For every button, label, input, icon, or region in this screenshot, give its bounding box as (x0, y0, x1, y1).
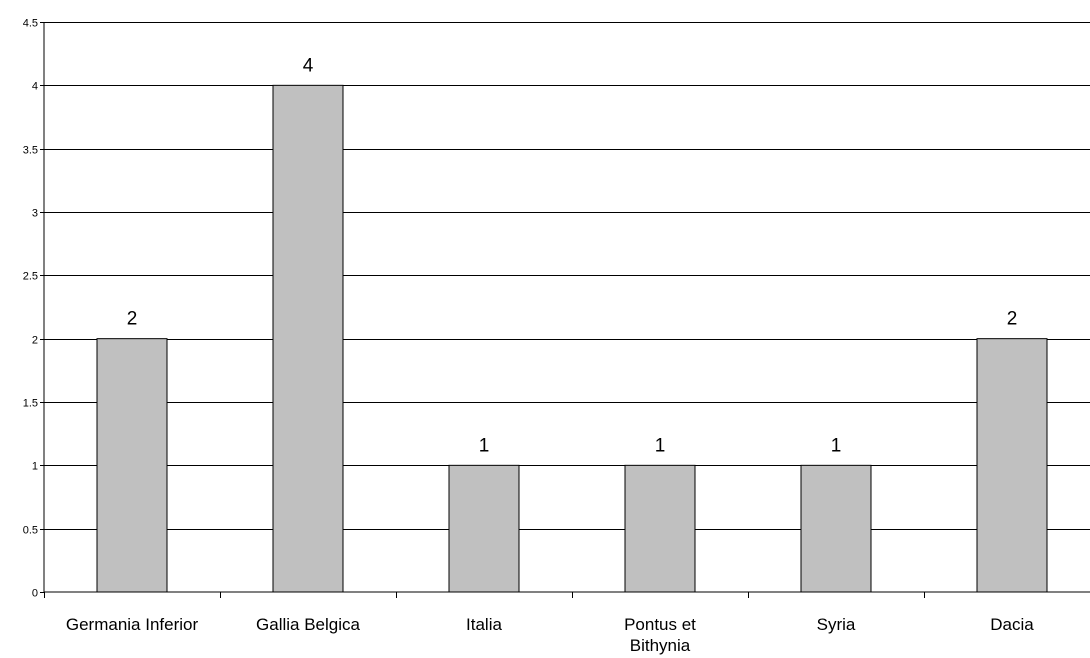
data-label: 1 (655, 435, 666, 456)
y-tick-label: 2.5 (23, 271, 38, 283)
data-label: 4 (303, 55, 314, 76)
y-tick-label: 1.5 (23, 398, 38, 410)
data-labels: 2 4 1 1 1 2 (127, 55, 1018, 456)
y-tick-label: 2 (32, 335, 38, 347)
bar (448, 464, 520, 593)
x-tick-label: Bithynia (630, 636, 691, 655)
bar (624, 464, 696, 593)
data-label: 2 (127, 309, 138, 330)
bar (976, 338, 1048, 593)
y-axis-ticks: 0 0.5 1 1.5 2 2.5 3 3.5 4 4.5 (23, 18, 44, 600)
x-axis-ticks: Germania Inferior Gallia Belgica Italia Pon… (44, 592, 1034, 655)
y-tick-label: 1 (32, 461, 38, 473)
x-tick-label: Dacia (990, 615, 1034, 634)
data-label: 1 (479, 435, 490, 456)
bars (96, 84, 1048, 593)
y-tick-label: 3.5 (23, 145, 38, 157)
x-tick-label: Syria (817, 615, 856, 634)
data-label: 2 (1007, 309, 1018, 330)
x-tick-label: Italia (466, 615, 502, 634)
axes (43, 22, 1090, 593)
x-tick-label: Gallia Belgica (256, 615, 360, 634)
x-tick-label: Pontus et (624, 615, 696, 634)
y-tick-label: 0 (32, 588, 38, 600)
gridlines (44, 22, 1090, 530)
y-tick-label: 0.5 (23, 525, 38, 537)
bar (272, 84, 344, 593)
data-label: 1 (831, 435, 842, 456)
bar (96, 338, 168, 593)
x-tick-label: Germania Inferior (66, 615, 199, 634)
y-tick-label: 4.5 (23, 18, 38, 30)
y-tick-label: 3 (32, 208, 38, 220)
y-tick-label: 4 (32, 81, 38, 93)
bar (800, 464, 872, 593)
